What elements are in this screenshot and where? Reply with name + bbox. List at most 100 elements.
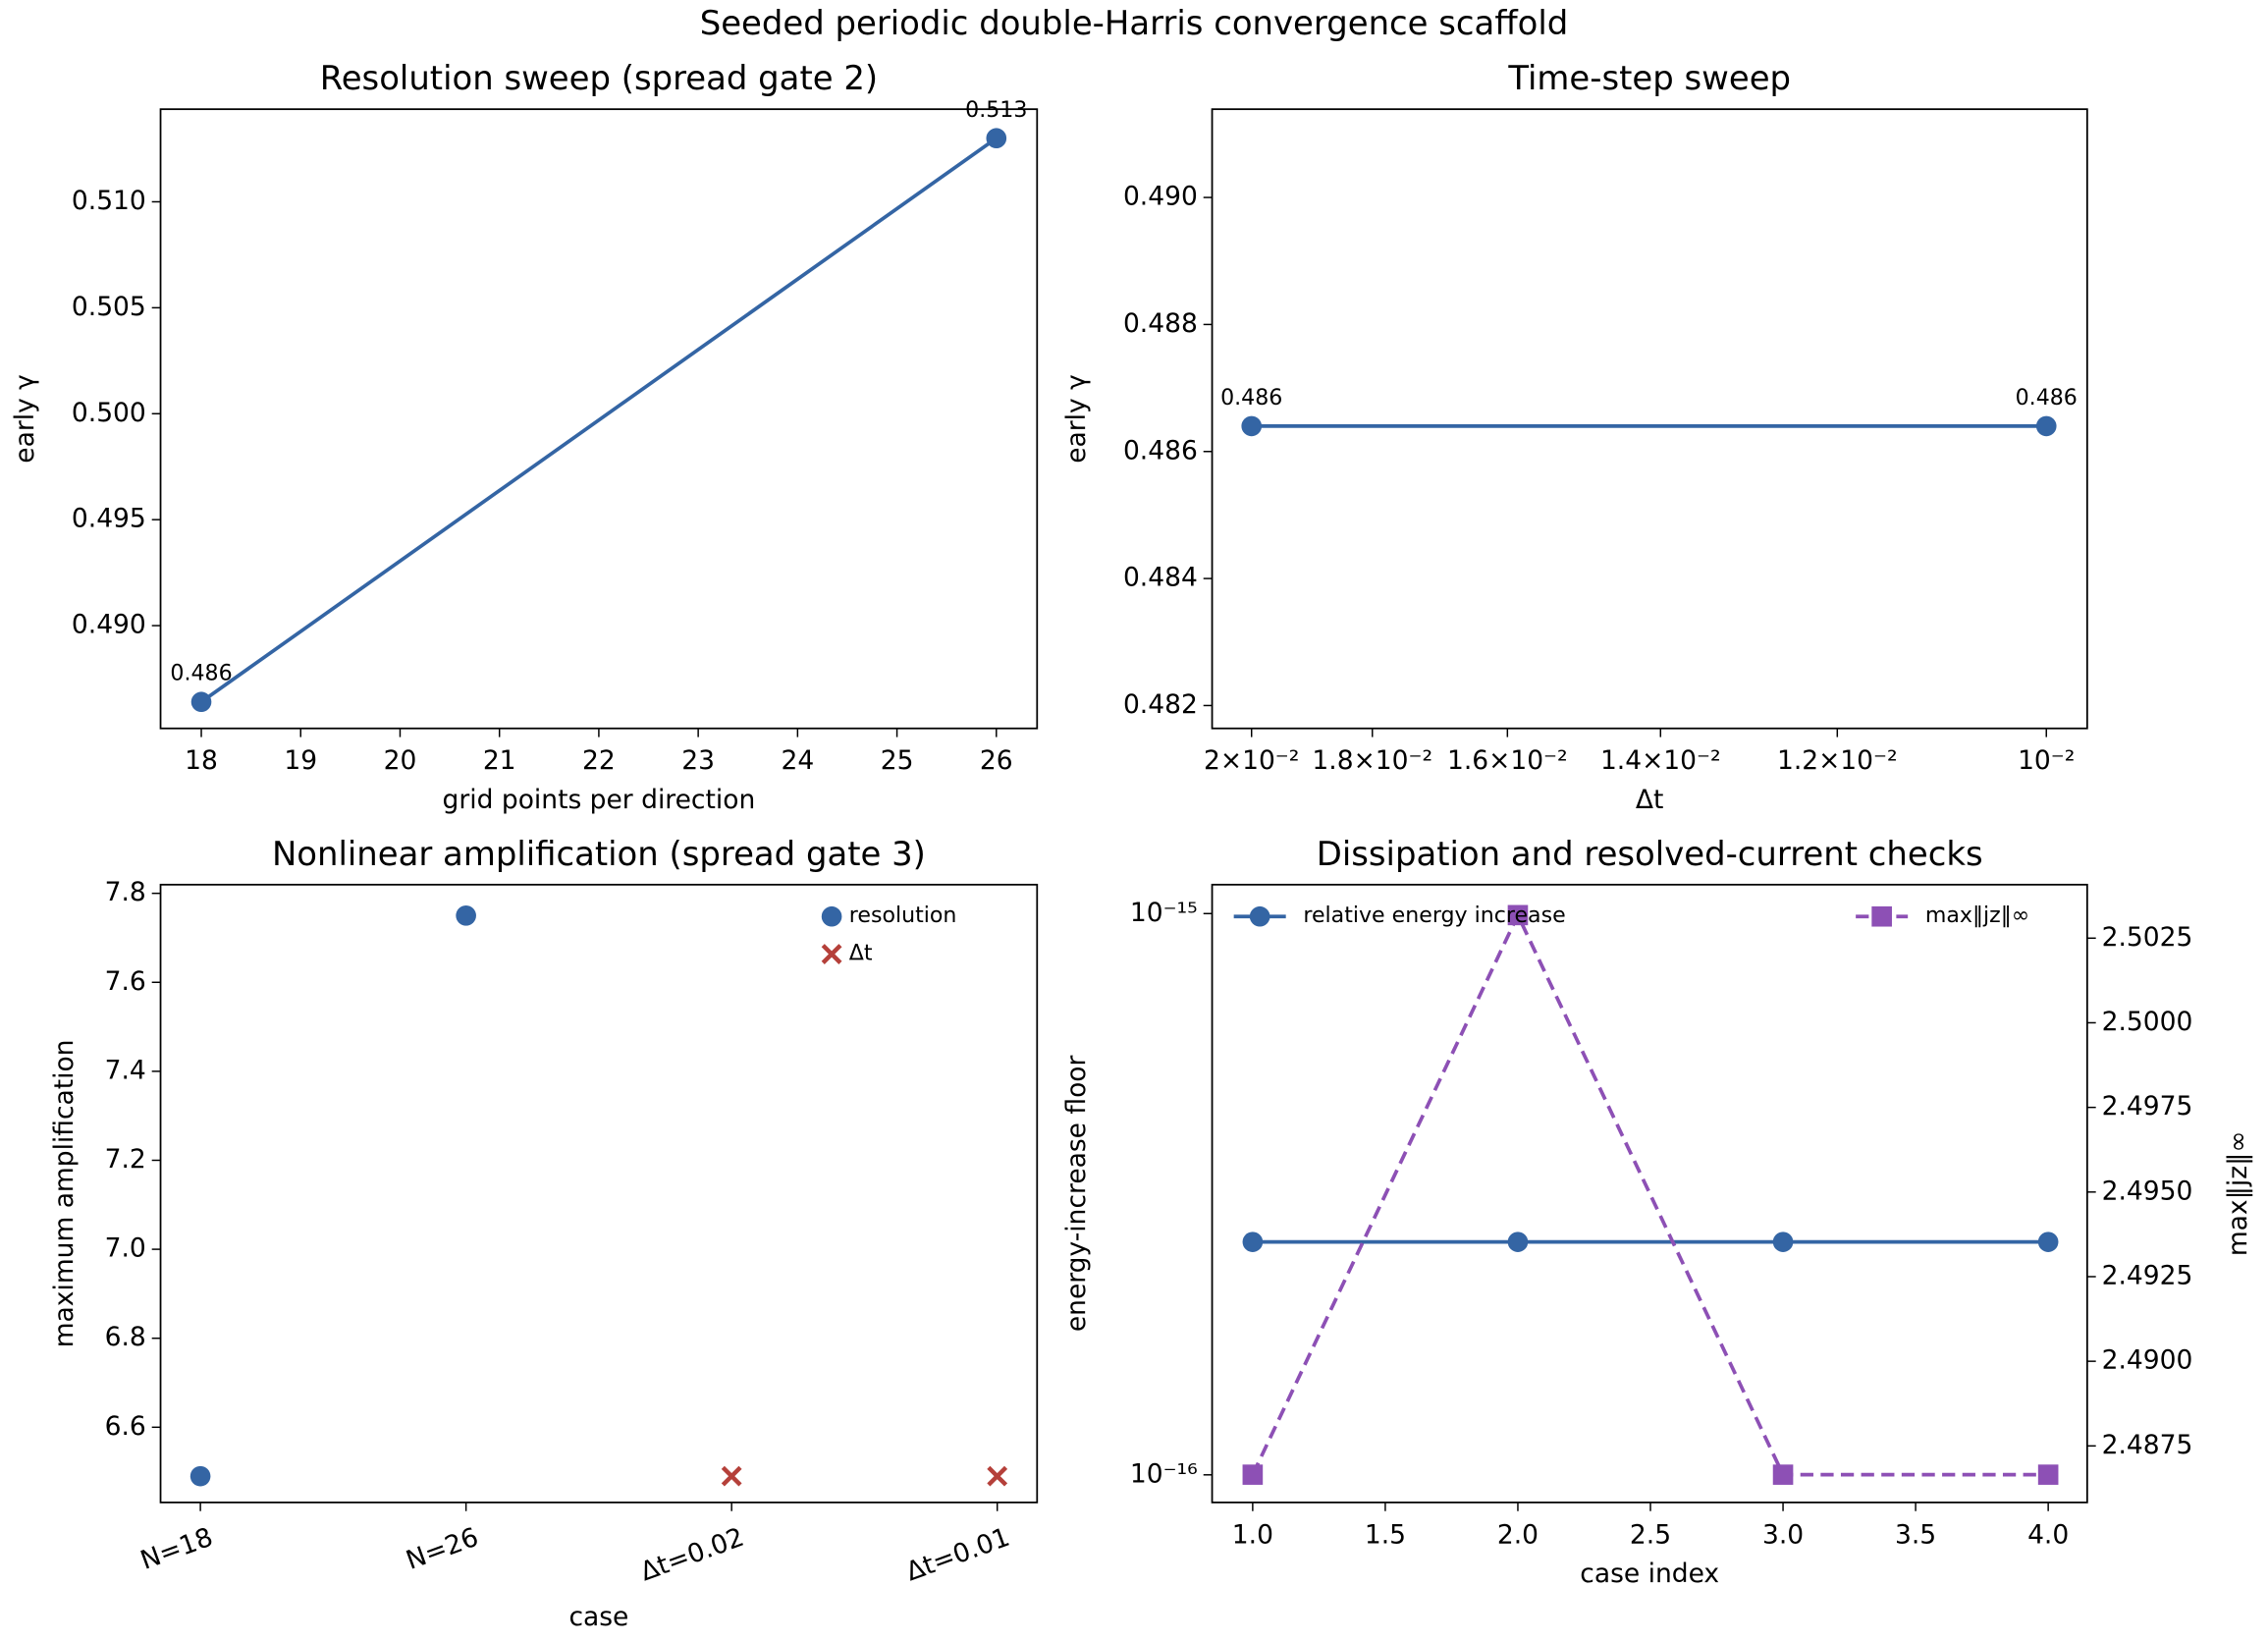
legend-label: Δt (849, 941, 873, 966)
y2-tick-label: 2.5000 (2102, 1007, 2193, 1037)
value-label: 0.486 (170, 661, 232, 686)
y-tick-label: 6.6 (105, 1411, 146, 1442)
x-tick-label: 25 (881, 745, 914, 776)
x-tick-label: 10⁻² (2018, 745, 2075, 776)
x-tick-label: 3.5 (1895, 1519, 1936, 1550)
y-tick-label: 10⁻¹⁶ (1130, 1458, 1198, 1489)
y-tick-label: 0.490 (72, 610, 146, 640)
value-label: 0.486 (2016, 385, 2078, 410)
marker (821, 944, 842, 964)
x-tick-label: 1.8×10⁻² (1312, 745, 1432, 776)
subplot-title: Time-step sweep (1507, 59, 1791, 97)
figure-title: Seeded periodic double-Harris convergenc… (700, 4, 1569, 42)
marker (1871, 905, 1892, 927)
marker (1249, 905, 1270, 927)
y-tick-label: 7.4 (105, 1055, 146, 1085)
x-tick-label: 21 (483, 745, 516, 776)
series-line (199, 137, 998, 704)
subplot: Resolution sweep (spread gate 2) 18 19 20 21… (10, 59, 1039, 815)
marker (1507, 904, 1529, 926)
y-axis-label: maximum amplification (49, 1039, 80, 1347)
marker (1772, 1232, 1794, 1252)
x-tick-label: 2.0 (1497, 1519, 1539, 1550)
x-tick-label: 4.0 (2027, 1519, 2069, 1550)
axes-frame (1211, 108, 2088, 730)
x-tick-label: 24 (781, 745, 814, 776)
marker (2035, 415, 2057, 437)
subplot: Dissipation and resolved-current checks 1… (1061, 835, 2253, 1589)
subplot-title: Dissipation and resolved-current checks (1317, 835, 1983, 873)
x-tick-label: 3.0 (1762, 1519, 1804, 1550)
marker (190, 691, 212, 713)
value-label: 0.486 (1220, 385, 1282, 410)
subplot-title: Nonlinear amplification (spread gate 3) (272, 835, 926, 873)
y-tick-label: 7.6 (105, 966, 146, 997)
x-axis-label: grid points per direction (443, 785, 756, 815)
marker (1242, 1232, 1264, 1252)
x-axis-label: case (568, 1602, 628, 1632)
marker (987, 1465, 1008, 1487)
legend-label: resolution (849, 903, 957, 928)
y-tick-label: 0.482 (1123, 689, 1198, 720)
y-axis-label: energy-increase floor (1061, 1055, 1092, 1332)
y-tick-label: 7.2 (105, 1144, 146, 1175)
axes-frame (159, 108, 1039, 730)
x-axis-label: Δt (1636, 785, 1664, 815)
y2-tick-label: 2.4975 (2102, 1091, 2193, 1122)
marker (1241, 415, 1263, 437)
y-tick-label: 7.8 (105, 877, 146, 907)
legend-label: max‖jz‖∞ (1925, 903, 2029, 928)
x-tick-label: 1.6×10⁻² (1447, 745, 1568, 776)
x-tick-label: 22 (582, 745, 616, 776)
axes-frame (159, 883, 1039, 1504)
y-tick-label: 0.510 (72, 186, 146, 216)
marker (189, 1465, 211, 1487)
y-tick-label: 0.490 (1123, 182, 1198, 212)
y-tick-label: 0.488 (1123, 308, 1198, 339)
marker (456, 904, 476, 926)
y2-tick-label: 2.4925 (2102, 1260, 2193, 1290)
x-tick-label: 1.4×10⁻² (1600, 745, 1721, 776)
y-tick-label: 0.505 (72, 292, 146, 322)
y2-tick-label: 2.5025 (2102, 922, 2193, 953)
x-tick-label: 18 (185, 745, 218, 776)
y-tick-label: 10⁻¹⁵ (1130, 898, 1198, 928)
x-tick-label: 19 (284, 745, 317, 776)
x-tick-label: 2×10⁻² (1204, 745, 1299, 776)
marker (721, 1465, 742, 1487)
y-tick-label: 0.495 (72, 504, 146, 534)
marker (986, 128, 1007, 149)
marker (2037, 1464, 2059, 1485)
x-axis-label: case index (1580, 1559, 1719, 1589)
x-tick-label: 23 (681, 745, 715, 776)
marker (1242, 1464, 1264, 1485)
marker (2037, 1232, 2059, 1252)
subplot: Nonlinear amplification (spread gate 3)N… (49, 835, 1039, 1632)
y-tick-label: 7.0 (105, 1233, 146, 1264)
x-tick-label: 2.5 (1630, 1519, 1671, 1550)
y-tick-label: 6.8 (105, 1322, 146, 1352)
y-tick-label: 0.486 (1123, 435, 1198, 465)
marker (821, 905, 842, 927)
marker (1772, 1464, 1794, 1485)
y2-axis-label: max‖jz‖∞ (2223, 1131, 2253, 1257)
x-tick-label: 1.2×10⁻² (1777, 745, 1898, 776)
y-tick-label: 0.500 (72, 398, 146, 428)
x-tick-label: 26 (980, 745, 1013, 776)
y2-tick-label: 2.4900 (2102, 1345, 2193, 1376)
y2-tick-label: 2.4875 (2102, 1430, 2193, 1460)
y-tick-label: 0.484 (1123, 563, 1198, 593)
x-tick-label: 1.0 (1232, 1519, 1273, 1550)
y-axis-label: early γ (10, 374, 40, 464)
axes-frame (1211, 883, 2088, 1504)
x-tick-label: 1.5 (1365, 1519, 1406, 1550)
subplot: Time-step sweep 2×10⁻² 1.8×10⁻² 1.6×10⁻² 1.4… (1061, 59, 2088, 815)
series-line (1251, 910, 2049, 1477)
marker (1507, 1232, 1529, 1252)
y-axis-label: early γ (1061, 374, 1092, 464)
subplot-title: Resolution sweep (spread gate 2) (320, 59, 878, 97)
x-tick-label: 20 (384, 745, 417, 776)
legend-label: relative energy increase (1303, 903, 1565, 928)
